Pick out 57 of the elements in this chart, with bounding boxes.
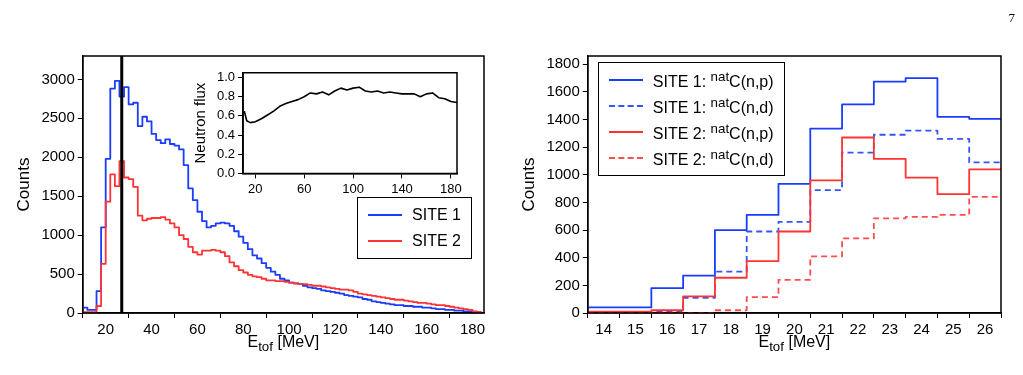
y-tick-label: 200: [554, 275, 580, 293]
y-axis-title: Neutron flux: [191, 82, 209, 164]
y-axis-title: Counts: [13, 157, 33, 212]
legend-label: SITE 1: $^{nat}$C(n,d): [652, 94, 774, 118]
y-tick-label: 1600: [546, 82, 580, 100]
legend-label: SITE 1: [412, 206, 461, 225]
x-tick-label: 23: [881, 320, 899, 338]
x-tick-label: 20: [248, 180, 263, 196]
x-tick-label: 140: [368, 320, 394, 338]
y-tick-label: 0.2: [216, 145, 236, 161]
x-axis-title: E$_{tof}$ [MeV]: [758, 333, 831, 355]
x-tick-label: 15: [627, 320, 644, 338]
x-tick-label: 60: [189, 320, 206, 338]
x-tick-label: 18: [722, 320, 740, 338]
x-tick-label: 20: [97, 320, 115, 338]
x-tick-label: 60: [296, 180, 312, 196]
x-tick-label: 160: [414, 320, 440, 338]
x-tick-label: 40: [143, 320, 160, 338]
y-tick-label: 0.8: [216, 88, 236, 104]
legend-label: SITE 2: [412, 232, 461, 251]
x-tick-label: 180: [460, 320, 486, 338]
y-tick-label: 0.0: [216, 164, 236, 180]
x-tick-label: 120: [322, 320, 348, 338]
y-tick-label: 0.6: [216, 107, 236, 123]
y-tick-label: 0: [66, 303, 75, 321]
y-tick-label: 3000: [41, 69, 75, 87]
y-tick-label: 1.0: [216, 69, 236, 85]
x-tick-label: 17: [690, 320, 708, 338]
y-axis-title: Counts: [518, 157, 538, 212]
x-tick-label: 100: [342, 180, 364, 196]
legend-label: SITE 2: $^{nat}$C(n,p): [652, 120, 774, 144]
y-tick-label: 1500: [41, 186, 75, 204]
y-tick-label: 800: [554, 192, 580, 210]
y-tick-label: 1000: [546, 164, 580, 182]
y-tick-label: 0.4: [216, 126, 236, 142]
legend-label: SITE 2: $^{nat}$C(n,d): [652, 146, 774, 170]
y-tick-label: 2000: [41, 147, 75, 165]
y-tick-label: 1400: [546, 109, 580, 127]
y-tick-label: 500: [49, 264, 75, 282]
y-tick-label: 400: [554, 247, 580, 265]
x-tick-label: 25: [944, 320, 962, 338]
y-tick-label: 600: [554, 220, 580, 238]
x-axis-title: E$_{tof}$ [MeV]: [247, 333, 320, 355]
x-tick-label: 140: [391, 180, 413, 196]
text: 7: [1008, 10, 1015, 26]
x-tick-label: 26: [976, 320, 994, 338]
y-tick-label: 0: [571, 303, 580, 321]
y-tick-label: 1800: [546, 54, 580, 72]
y-tick-label: 2500: [41, 108, 75, 126]
y-tick-label: 1000: [41, 225, 75, 243]
legend-label: SITE 1: $^{nat}$C(n,p): [652, 68, 774, 92]
x-tick-label: 16: [658, 320, 676, 338]
x-tick-label: 22: [849, 320, 867, 338]
x-tick-label: 180: [440, 180, 462, 196]
y-tick-label: 1200: [546, 137, 580, 155]
x-tick-label: 14: [595, 320, 613, 338]
x-tick-label: 24: [913, 320, 930, 338]
